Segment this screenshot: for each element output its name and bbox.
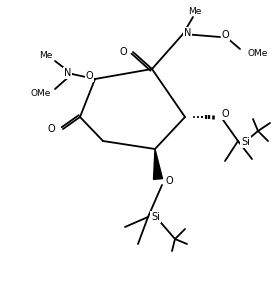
Text: OMe: OMe	[248, 49, 268, 58]
Text: Si: Si	[241, 137, 250, 147]
Text: O: O	[47, 124, 55, 134]
Text: Me: Me	[40, 51, 53, 60]
Text: Si: Si	[151, 212, 160, 222]
Text: O: O	[166, 176, 174, 186]
Text: O: O	[119, 47, 127, 57]
Text: OMe: OMe	[31, 90, 51, 99]
Text: O: O	[85, 71, 93, 81]
Polygon shape	[153, 149, 162, 179]
Text: O: O	[221, 109, 229, 119]
Text: O: O	[222, 30, 230, 40]
Text: Me: Me	[188, 6, 202, 16]
Text: N: N	[64, 68, 71, 78]
Text: N: N	[184, 28, 191, 38]
